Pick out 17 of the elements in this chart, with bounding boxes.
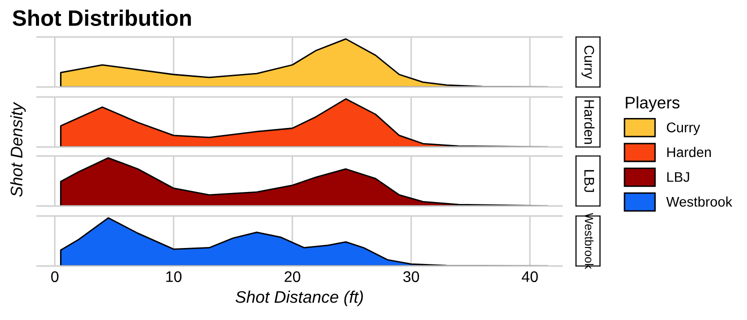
y-axis-title: Shot Density [10,102,26,197]
legend-label: LBJ [667,172,690,182]
x-tick-label: 10 [166,271,182,282]
text: Westbrook [584,212,594,270]
text: LBJ [584,170,594,192]
legend-title: Players [626,96,680,112]
x-tick-label: 20 [284,271,300,282]
legend-label: Westbrook [666,196,732,207]
legend-label: Harden [667,146,711,158]
x-tick-label: 0 [51,271,58,282]
text: Harden [584,100,594,144]
chart-title: Shot Distribution [12,10,191,26]
x-tick-label: 40 [522,271,538,282]
legend-label: Curry [666,122,700,136]
text: Curry [582,46,594,79]
x-tick-label: 30 [403,271,420,282]
x-axis-title: Shot Distance (ft) [236,290,363,306]
